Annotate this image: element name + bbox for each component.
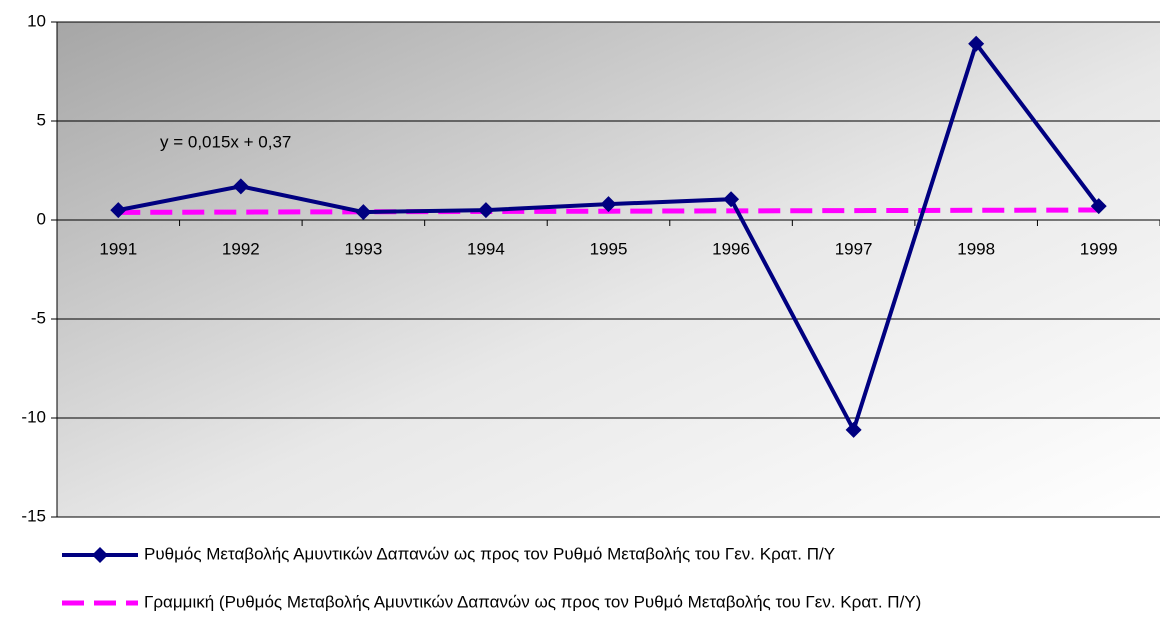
marker bbox=[1090, 198, 1107, 215]
legend-label: Ρυθμός Μεταβολής Αμυντικών Δαπανών ως πρ… bbox=[144, 544, 835, 563]
y-tick-label: -10 bbox=[21, 407, 46, 426]
x-tick-label: 1992 bbox=[222, 239, 260, 258]
y-tick-label: 10 bbox=[27, 11, 46, 30]
y-tick-label: -15 bbox=[21, 506, 46, 525]
marker bbox=[968, 35, 985, 52]
marker bbox=[845, 421, 862, 438]
x-tick-label: 1996 bbox=[712, 239, 750, 258]
x-tick-label: 1999 bbox=[1080, 239, 1118, 258]
x-tick-label: 1993 bbox=[344, 239, 382, 258]
plot-area bbox=[57, 22, 1160, 517]
x-tick-label: 1991 bbox=[99, 239, 137, 258]
marker bbox=[600, 196, 617, 213]
marker bbox=[232, 178, 249, 195]
marker bbox=[723, 191, 740, 208]
x-tick-label: 1995 bbox=[590, 239, 628, 258]
legend-marker bbox=[92, 547, 108, 563]
y-tick-label: -5 bbox=[31, 308, 46, 327]
marker bbox=[355, 204, 372, 221]
marker bbox=[110, 202, 127, 219]
x-tick-label: 1997 bbox=[835, 239, 873, 258]
x-tick-label: 1998 bbox=[957, 239, 995, 258]
y-tick-label: 0 bbox=[37, 209, 46, 228]
marker bbox=[477, 202, 494, 219]
x-tick-label: 1994 bbox=[467, 239, 505, 258]
y-tick-label: 5 bbox=[37, 110, 46, 129]
annotation: y = 0,015x + 0,37 bbox=[160, 132, 291, 151]
legend-label: Γραμμική (Ρυθμός Μεταβολής Αμυντικών Δαπ… bbox=[144, 592, 921, 611]
